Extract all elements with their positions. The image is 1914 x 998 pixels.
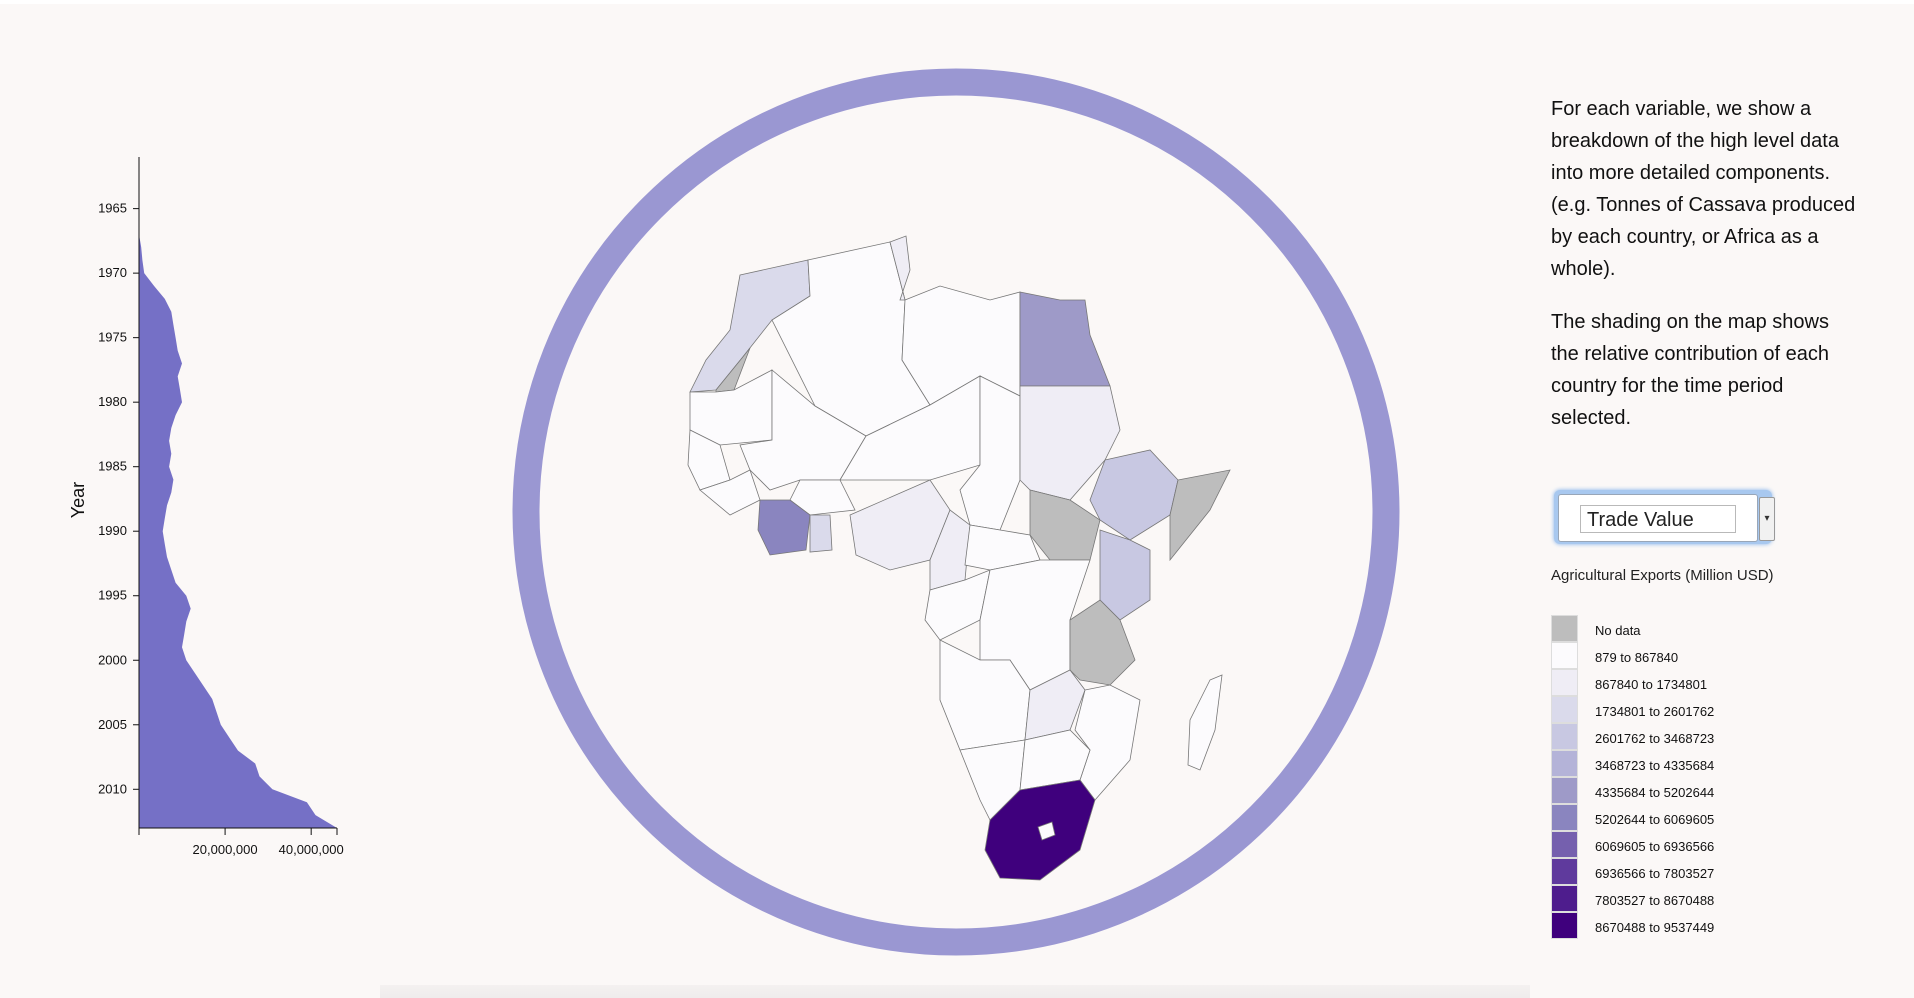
country-zambia[interactable] <box>1024 669 1086 741</box>
country-madagascar[interactable] <box>1187 674 1223 771</box>
legend-swatch <box>1551 642 1578 669</box>
variable-select-box[interactable]: Trade Value ▾ <box>1558 494 1775 542</box>
dropdown-arrow-icon[interactable]: ▾ <box>1759 497 1775 541</box>
variable-select-value[interactable]: Trade Value <box>1580 505 1736 533</box>
country-kenya[interactable] <box>1099 529 1151 621</box>
description-paragraph-1: For each variable, we show a breakdown o… <box>1551 98 1856 280</box>
country-ethiopia[interactable] <box>1089 449 1179 541</box>
value-axis: 20,000,000 40,000,000 <box>138 827 344 857</box>
variable-select[interactable]: Trade Value ▾ <box>1554 490 1775 544</box>
country-mozambique[interactable] <box>1074 684 1141 801</box>
legend-swatch <box>1551 669 1578 696</box>
country-niger[interactable] <box>839 375 981 481</box>
country-tunisia[interactable] <box>889 235 911 301</box>
legend-swatch <box>1551 615 1578 642</box>
year-tick-label: 1995 <box>98 588 127 603</box>
legend-label: 5202644 to 6069605 <box>1595 812 1715 827</box>
year-tick-label: 2000 <box>98 652 127 667</box>
focus-ring <box>512 68 1400 956</box>
legend-swatch <box>1551 723 1578 750</box>
top-edge <box>0 0 1914 4</box>
country-south-sudan[interactable] <box>1029 489 1101 561</box>
country-cote-divoire[interactable] <box>757 499 811 556</box>
map-panel <box>512 68 1400 956</box>
year-tick-label: 1980 <box>98 394 127 409</box>
country-burkina-faso[interactable] <box>789 479 856 516</box>
legend-label: 879 to 867840 <box>1595 650 1679 665</box>
legend-label: 867840 to 1734801 <box>1595 677 1708 692</box>
year-tick-label: 2010 <box>98 781 127 796</box>
legend-title: Agricultural Exports (Million USD) <box>1551 567 1774 584</box>
country-guinea[interactable] <box>699 469 761 516</box>
legend-swatch <box>1551 777 1578 804</box>
legend-label: 7803527 to 8670488 <box>1595 893 1715 908</box>
country-mali[interactable] <box>739 369 867 491</box>
legend-swatch <box>1551 831 1578 858</box>
area-series <box>139 157 337 828</box>
legend-label: 8670488 to 9537449 <box>1595 920 1715 935</box>
year-tick-label: 1990 <box>98 523 127 538</box>
year-tick-label: 2005 <box>98 717 127 732</box>
y-axis-title: Year <box>68 482 88 518</box>
legend-label: 4335684 to 5202644 <box>1595 785 1715 800</box>
year-axis: 1965 1970 1975 1980 1985 1990 1995 2000 2005 2010 <box>98 157 140 828</box>
country-sudan[interactable] <box>1019 385 1121 501</box>
legend-swatch <box>1551 750 1578 777</box>
legend-swatch <box>1551 804 1578 831</box>
value-tick-label: 20,000,000 <box>193 842 258 857</box>
value-tick-label: 40,000,000 <box>279 842 344 857</box>
legend-label: 6936566 to 7803527 <box>1595 866 1715 881</box>
legend-label: 2601762 to 3468723 <box>1595 731 1715 746</box>
year-tick-label: 1975 <box>98 330 127 345</box>
legend-swatch <box>1551 858 1578 885</box>
country-egypt[interactable] <box>1019 291 1111 387</box>
bottom-scroll-shadow <box>380 985 1530 998</box>
year-area-chart: Year 1965 1970 1975 1980 1985 1990 1995 2000 200… <box>68 157 344 857</box>
year-tick-label: 1970 <box>98 265 127 280</box>
legend-label: 3468723 to 4335684 <box>1595 758 1715 773</box>
legend-swatch <box>1551 696 1578 723</box>
country-ghana[interactable] <box>809 514 833 553</box>
country-somalia[interactable] <box>1169 469 1231 562</box>
legend-label: No data <box>1595 623 1641 638</box>
year-tick-label: 1965 <box>98 201 127 216</box>
year-tick-label: 1985 <box>98 459 127 474</box>
legend-label: 6069605 to 6936566 <box>1595 839 1715 854</box>
africa-map[interactable] <box>687 235 1231 881</box>
description-paragraph-2: The shading on the map shows the relativ… <box>1551 311 1829 429</box>
legend-swatch <box>1551 885 1578 912</box>
legend-label: 1734801 to 2601762 <box>1595 704 1715 719</box>
country-lesotho[interactable] <box>1037 821 1056 841</box>
description-panel: For each variable, we show a breakdown o… <box>1551 93 1856 455</box>
legend-swatch <box>1551 912 1578 939</box>
